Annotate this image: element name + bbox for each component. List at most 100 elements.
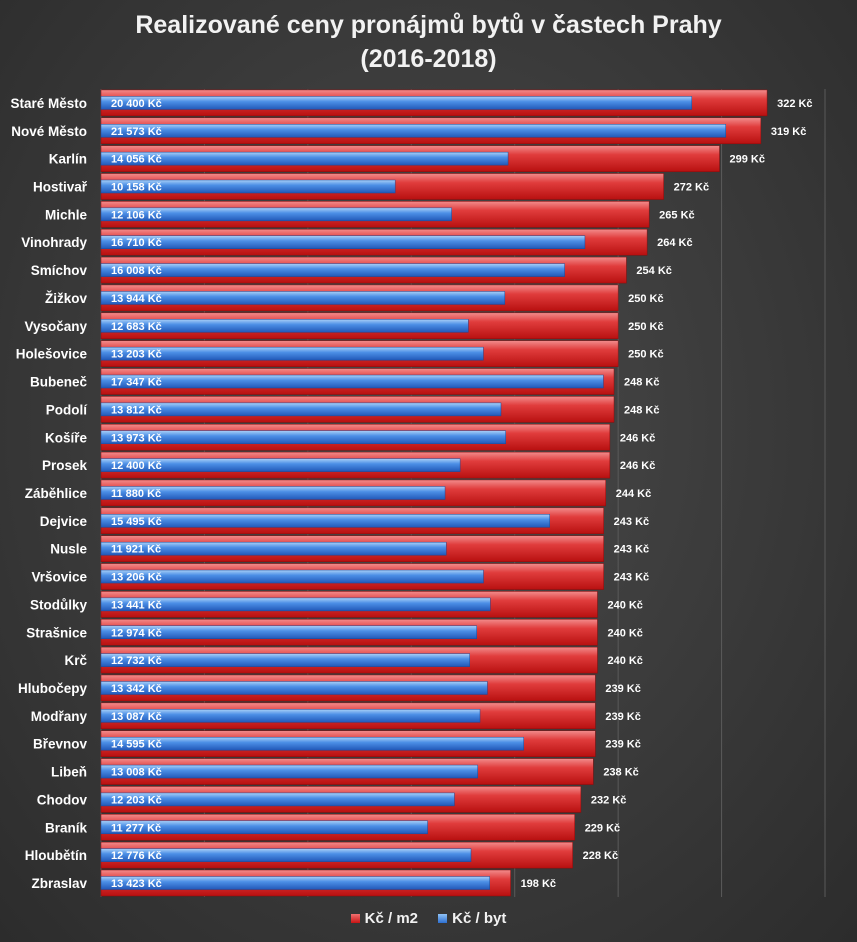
data-label-kc-byt: 11 880 Kč (111, 488, 161, 500)
category-label: Stodůlky (30, 597, 87, 612)
data-label-kc-byt: 13 206 Kč (111, 572, 162, 584)
data-label-kc-byt: 17 347 Kč (111, 377, 162, 389)
bar-kc-byt (100, 848, 472, 862)
data-label-kc-m2: 250 Kč (628, 293, 663, 305)
bar-kc-byt (100, 569, 484, 584)
bar-kc-byt (100, 820, 428, 835)
data-label-kc-byt: 12 400 Kč (111, 460, 162, 472)
data-label-kc-byt: 16 008 Kč (111, 265, 162, 277)
legend-item-byt: Kč / byt (438, 910, 506, 927)
data-label-kc-byt: 14 056 Kč (111, 154, 162, 166)
bar-kc-byt (100, 319, 469, 333)
data-label-kc-m2: 246 Kč (620, 432, 655, 444)
bar-kc-byt (100, 681, 488, 695)
data-label-kc-byt: 14 595 Kč (111, 739, 162, 751)
data-label-kc-m2: 322 Kč (777, 98, 812, 110)
data-label-kc-m2: 240 Kč (607, 655, 642, 667)
category-label: Libeň (51, 765, 87, 780)
category-label: Holešovice (16, 347, 88, 362)
data-label-kc-byt: 13 441 Kč (111, 599, 162, 611)
bar-kc-byt (100, 876, 490, 890)
bar-kc-byt (100, 124, 727, 138)
bar-kc-byt (100, 346, 484, 361)
data-label-kc-byt: 12 974 Kč (111, 627, 162, 639)
category-label: Chodov (37, 792, 88, 807)
category-label: Staré Město (10, 96, 87, 111)
category-label: Strašnice (26, 625, 87, 640)
legend-label-m2: Kč / m2 (364, 910, 418, 927)
data-label-kc-m2: 239 Kč (605, 683, 640, 695)
data-label-kc-byt: 13 203 Kč (111, 349, 162, 361)
legend-swatch-red (350, 914, 360, 923)
category-label: Žižkov (45, 291, 88, 306)
data-label-kc-byt: 20 400 Kč (111, 98, 162, 110)
category-label: Michle (45, 207, 88, 222)
data-label-kc-m2: 265 Kč (659, 209, 694, 221)
category-label: Vršovice (31, 570, 87, 585)
category-label: Vysočany (24, 319, 87, 334)
category-label: Hlubočepy (18, 681, 88, 696)
bar-kc-byt (100, 374, 604, 389)
bar-kc-byt (100, 792, 455, 807)
data-label-kc-byt: 12 776 Kč (111, 850, 162, 862)
data-label-kc-m2: 232 Kč (591, 794, 626, 806)
bar-kc-byt (100, 764, 478, 779)
data-label-kc-byt: 12 203 Kč (111, 794, 162, 806)
data-label-kc-m2: 248 Kč (624, 404, 659, 416)
data-label-kc-byt: 13 973 Kč (111, 432, 162, 444)
category-label: Záběhlice (25, 486, 88, 501)
data-label-kc-m2: 244 Kč (616, 488, 651, 500)
bar-kc-byt (100, 514, 550, 528)
category-label: Nusle (50, 542, 87, 557)
category-label: Krč (64, 653, 87, 668)
data-label-kc-byt: 12 106 Kč (111, 209, 162, 221)
data-label-kc-byt: 16 710 Kč (111, 237, 162, 249)
labels-group: Staré Město 20 400 Kč 322 Kč Nové Město 21 5… (10, 96, 812, 891)
bar-kc-byt (100, 541, 447, 556)
bar-kc-byt (100, 653, 470, 667)
data-label-kc-m2: 272 Kč (674, 182, 709, 194)
data-label-kc-byt: 10 158 Kč (111, 182, 162, 194)
data-label-kc-m2: 246 Kč (620, 460, 655, 472)
data-label-kc-byt: 15 495 Kč (111, 516, 162, 528)
bar-kc-byt (100, 736, 524, 751)
data-label-kc-m2: 254 Kč (636, 265, 671, 277)
data-label-kc-m2: 243 Kč (614, 572, 649, 584)
data-label-kc-m2: 238 Kč (603, 767, 638, 779)
legend-item-m2: Kč / m2 (350, 910, 418, 927)
data-label-kc-m2: 250 Kč (628, 321, 663, 333)
category-label: Břevnov (33, 737, 88, 752)
category-label: Dejvice (40, 514, 88, 529)
legend-label-byt: Kč / byt (452, 910, 507, 927)
chart-title-line-1: Realizované ceny pronájmů bytů v častech… (135, 11, 722, 39)
data-label-kc-byt: 12 732 Kč (111, 655, 162, 667)
category-label: Hloubětín (25, 848, 87, 863)
data-label-kc-m2: 299 Kč (730, 154, 765, 166)
category-label: Prosek (42, 458, 88, 473)
data-label-kc-m2: 243 Kč (614, 544, 649, 556)
category-label: Modřany (31, 709, 88, 724)
bars-group (100, 89, 768, 897)
data-label-kc-byt: 12 683 Kč (111, 321, 162, 333)
data-label-kc-m2: 240 Kč (607, 627, 642, 639)
data-label-kc-m2: 243 Kč (614, 516, 649, 528)
category-label: Smíchov (31, 263, 88, 278)
bar-kc-byt (100, 263, 565, 277)
category-label: Podolí (46, 402, 88, 417)
data-label-kc-byt: 13 008 Kč (111, 767, 162, 779)
data-label-kc-byt: 13 423 Kč (111, 878, 162, 890)
chart-title-line-2: (2016-2018) (360, 45, 497, 73)
data-label-kc-byt: 11 921 Kč (111, 544, 161, 556)
bar-kc-byt (100, 179, 396, 194)
bar-kc-byt (100, 291, 506, 305)
data-label-kc-byt: 13 342 Kč (111, 683, 162, 695)
bar-kc-byt (100, 458, 461, 472)
legend: Kč / m2 Kč / byt (0, 910, 857, 927)
data-label-kc-m2: 198 Kč (521, 878, 556, 890)
bar-kc-byt (100, 402, 502, 417)
bar-kc-byt (100, 625, 477, 640)
data-label-kc-m2: 319 Kč (771, 126, 806, 138)
bar-kc-byt (100, 430, 506, 444)
data-label-kc-byt: 11 277 Kč (111, 822, 161, 834)
